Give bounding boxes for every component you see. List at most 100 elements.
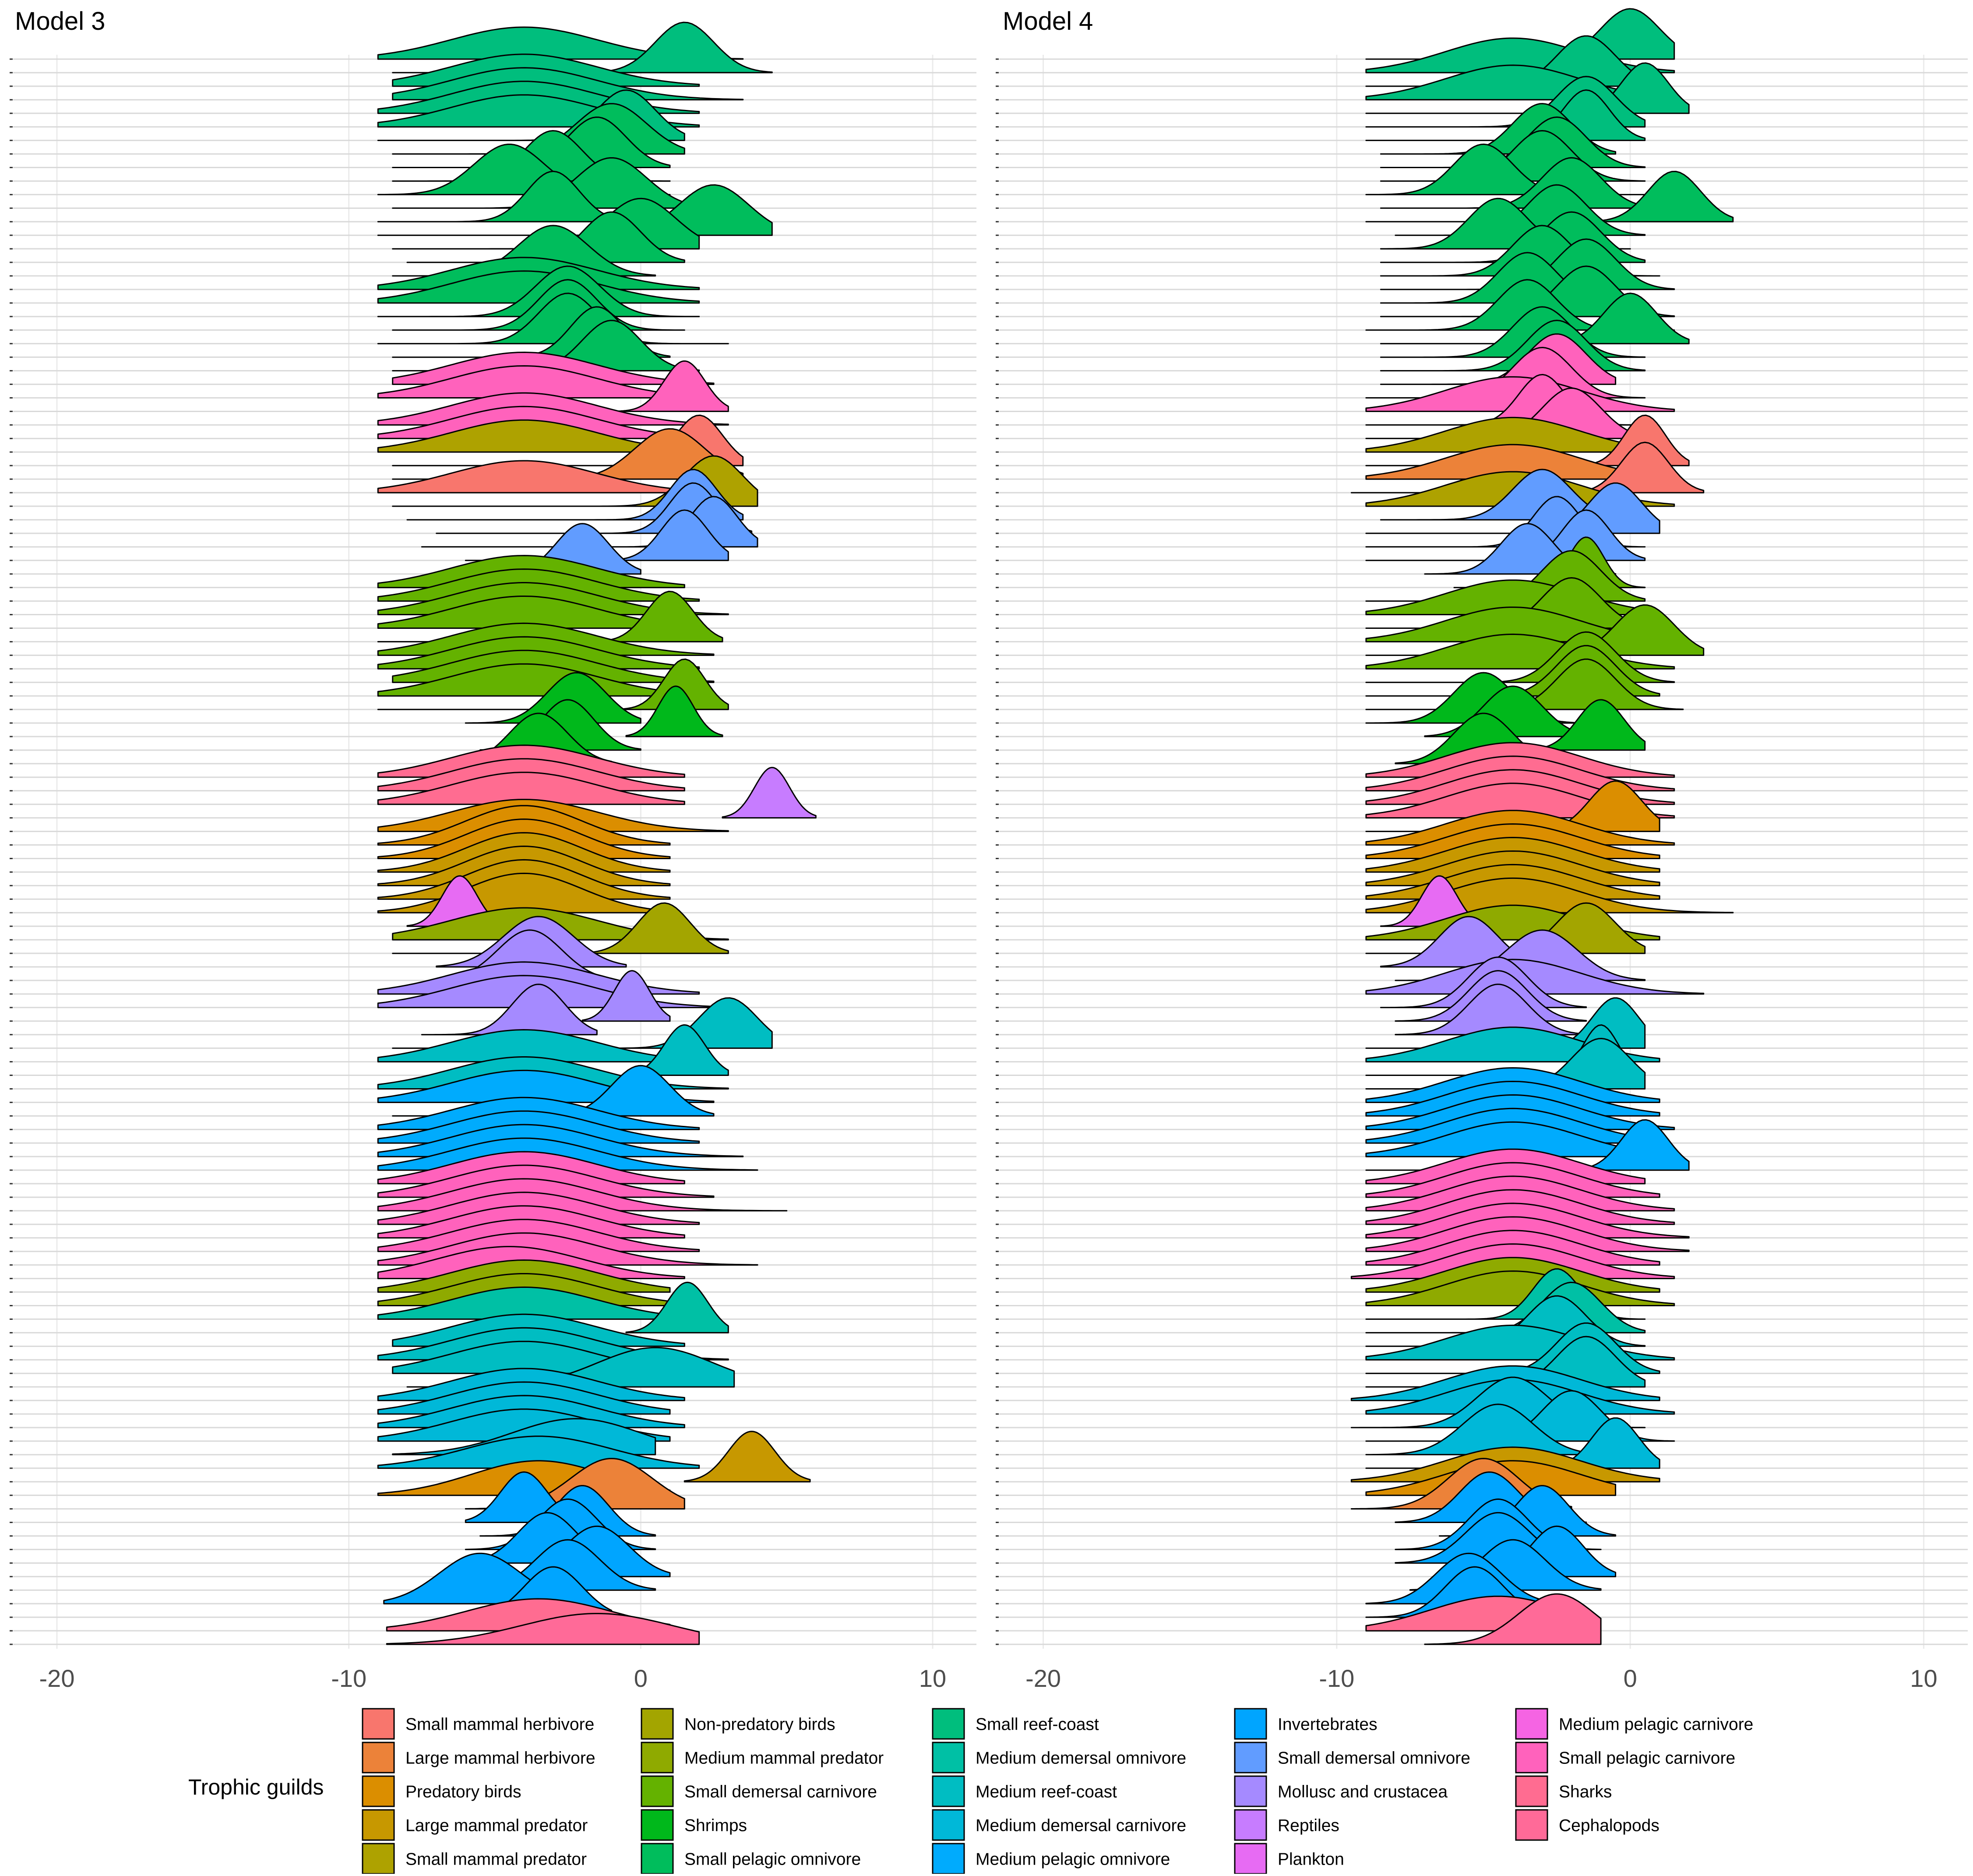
ridges [377,21,817,1645]
legend-item: Small mammal herbivore [362,1708,594,1740]
ridge-small-pelagic-omnivore [377,265,700,317]
ridge-mollusc-and-crustacea [1365,959,1705,995]
legend-label: Large mammal herbivore [405,1749,595,1768]
x-tick-label: -10 [331,1664,366,1692]
x-tick-label: 0 [1624,1664,1637,1692]
legend-label: Medium demersal omnivore [976,1749,1186,1768]
legend-key [932,1843,965,1875]
ridge-small-demersal-omnivore [406,469,744,521]
legend-key [1234,1708,1267,1740]
legend-label: Invertebrates [1278,1715,1378,1734]
legend-item: Non-predatory birds [641,1708,835,1740]
legend-label: Medium demersal carnivore [976,1816,1186,1835]
panel-model-3: Model 3 -20 -10 0 10 [10,7,976,1692]
panel-title: Model 3 [15,7,105,35]
ridge-cephalopods [1424,1593,1602,1645]
legend-label: Mollusc and crustacea [1278,1783,1448,1802]
legend-key [1234,1742,1267,1774]
legend-item: Large mammal herbivore [362,1742,595,1774]
legend-label: Sharks [1559,1783,1612,1802]
x-tick-label: 0 [634,1664,648,1692]
panel-title: Model 4 [1003,7,1093,35]
legend-item: Reptiles [1234,1809,1339,1841]
legend-key [362,1775,395,1807]
legend-label: Small demersal carnivore [684,1783,877,1802]
legend-key [932,1742,965,1774]
x-tick-label: 10 [919,1664,946,1692]
ridge-medium-demersal-carnivore [1365,1403,1587,1456]
legend-item: Medium demersal carnivore [932,1809,1186,1841]
legend-item: Small pelagic omnivore [641,1843,861,1875]
legend-label: Reptiles [1278,1816,1339,1835]
legend-item: Small mammal predator [362,1843,587,1875]
legend-key [641,1708,674,1740]
legend-item: Small demersal carnivore [641,1775,877,1807]
legend-key [932,1708,965,1740]
legend-key [362,1708,395,1740]
legend: Trophic guilds Small mammal herbivore Larg… [188,1708,1753,1875]
legend-label: Small pelagic carnivore [1559,1749,1735,1768]
legend-key [1515,1809,1548,1841]
legend-label: Cephalopods [1559,1816,1659,1835]
ridge-sharks [377,772,685,805]
legend-title: Trophic guilds [188,1775,324,1799]
legend-item: Plankton [1234,1843,1344,1875]
ridges [1350,8,1734,1645]
legend-key [932,1809,965,1841]
ridge-small-mammal-predator [1365,416,1646,453]
ridge-mollusc-and-crustacea [421,984,598,1036]
legend-label: Medium pelagic carnivore [1559,1715,1753,1734]
legend-label: Small reef-coast [976,1715,1099,1734]
ridge-cephalopods [386,1613,700,1645]
legend-key [1515,1742,1548,1774]
x-tick-label: -10 [1319,1664,1354,1692]
legend-item: Medium pelagic carnivore [1515,1708,1753,1740]
legend-label: Shrimps [684,1816,747,1835]
legend-item: Medium pelagic omnivore [932,1843,1170,1875]
legend-label: Small demersal omnivore [1278,1749,1470,1768]
legend-key [362,1742,395,1774]
legend-key [362,1843,395,1875]
x-tick-label: -20 [1025,1664,1061,1692]
legend-label: Predatory birds [405,1783,521,1802]
legend-label: Medium mammal predator [684,1749,884,1768]
ridge-mollusc-and-crustacea [581,970,671,1022]
legend-label: Non-predatory birds [684,1715,835,1734]
legend-item: Medium demersal omnivore [932,1742,1186,1774]
x-tick-label: -20 [39,1664,75,1692]
ridge-small-pelagic-carnivore [1365,347,1646,398]
legend-label: Plankton [1278,1850,1344,1869]
legend-item: Shrimps [641,1809,747,1841]
legend-item: Medium mammal predator [641,1742,884,1774]
ridge-shrimps [465,672,641,724]
ridge-medium-demersal-omnivore [625,1281,729,1333]
legend-item: Medium reef-coast [932,1775,1117,1807]
legend-item: Large mammal predator [362,1809,588,1841]
x-tick-label: 10 [1910,1664,1937,1692]
legend-label: Small mammal herbivore [405,1715,594,1734]
ridge-shrimps [625,685,723,737]
legend-key [932,1775,965,1807]
ridge-reptiles [722,767,817,819]
x-axis: -20 -10 0 10 [1025,1664,1938,1692]
legend-label: Medium reef-coast [976,1783,1117,1802]
legend-label: Medium pelagic omnivore [976,1850,1170,1869]
ridge-small-pelagic-carnivore [377,365,700,398]
x-axis: -20 -10 0 10 [39,1664,947,1692]
panel-model-4: Model 4 -20 -10 0 10 [996,7,1968,1692]
ridge-medium-mammal-predator [1365,1270,1675,1306]
legend-item: Mollusc and crustacea [1234,1775,1448,1807]
legend-label: Small mammal predator [405,1850,587,1869]
ridge-small-pelagic-omnivore [1380,157,1646,209]
ridge-medium-pelagic-omnivore [1365,1121,1660,1157]
ridge-large-mammal-predator [684,1431,811,1483]
legend-key [1515,1775,1548,1807]
legend-item: Sharks [1515,1775,1612,1807]
legend-key [641,1775,674,1807]
ridge-small-pelagic-carnivore [611,360,729,412]
legend-item: Predatory birds [362,1775,521,1807]
legend-key [1515,1708,1548,1740]
legend-key [641,1843,674,1875]
legend-item: Small reef-coast [932,1708,1099,1740]
